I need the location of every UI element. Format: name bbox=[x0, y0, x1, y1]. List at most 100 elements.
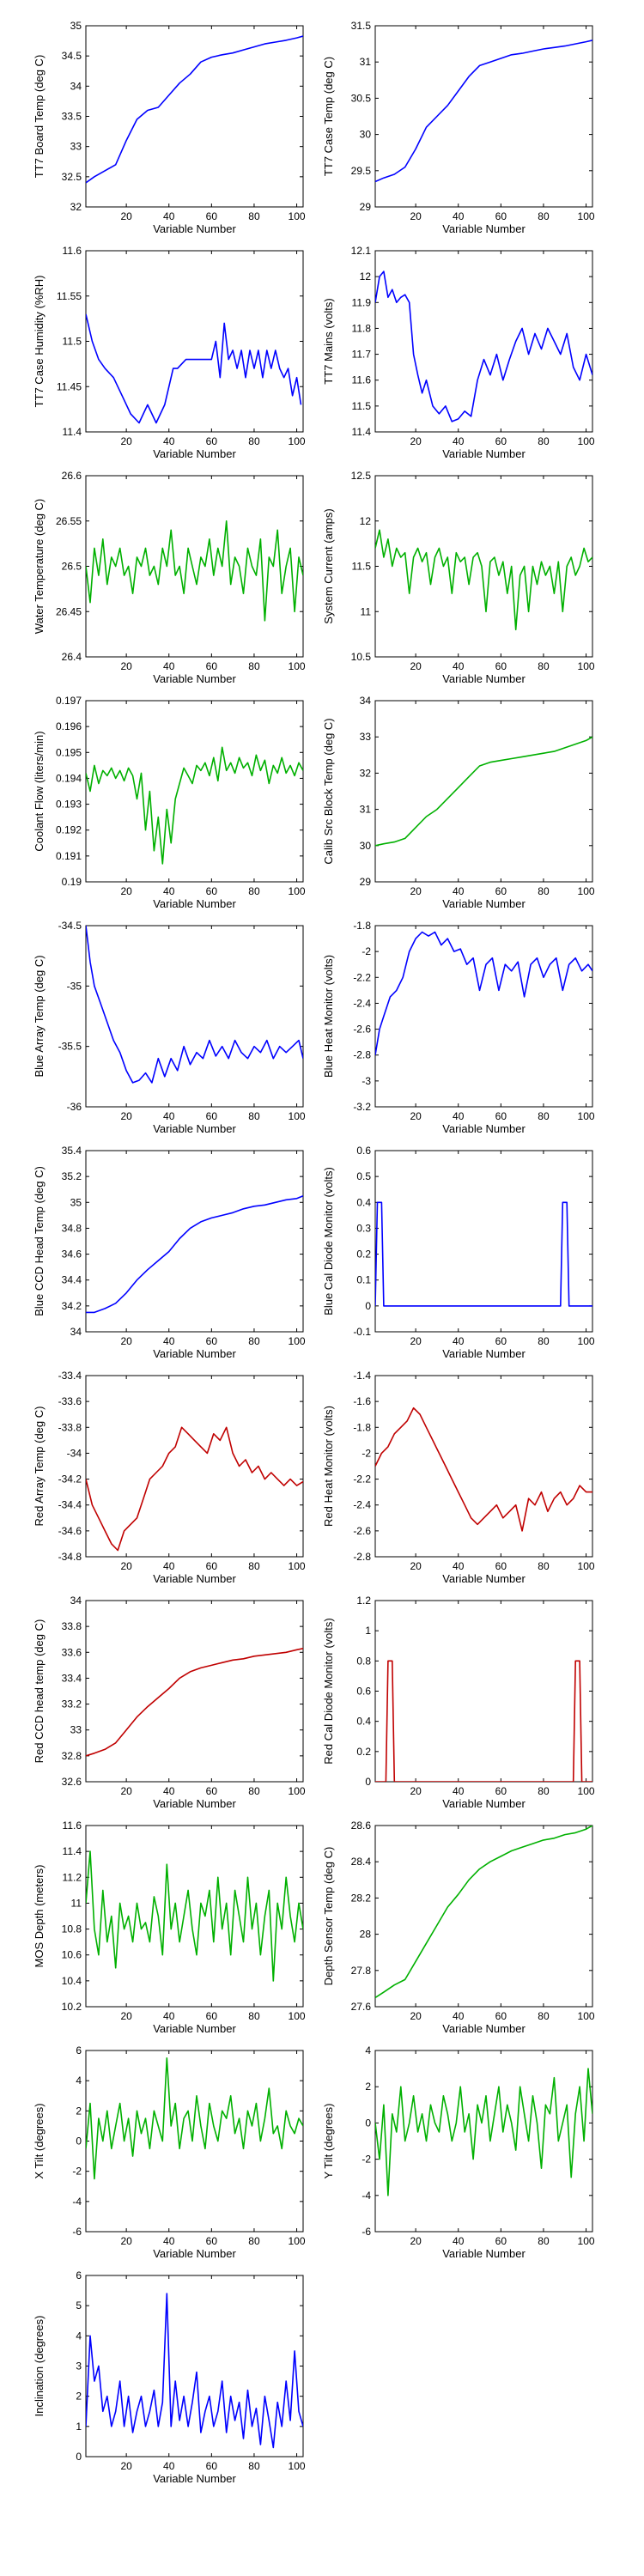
y-tick-label: 34.6 bbox=[62, 1249, 82, 1261]
y-tick-label: 5 bbox=[76, 2300, 82, 2312]
y-tick-label: 0 bbox=[365, 1776, 371, 1788]
y-tick-label: 12.1 bbox=[351, 245, 372, 257]
x-tick-label: 20 bbox=[120, 1785, 132, 1797]
y-tick-label: -6 bbox=[361, 2226, 371, 2238]
x-tick-label: 100 bbox=[289, 885, 306, 897]
series-line bbox=[86, 2057, 303, 2180]
x-tick-label: 80 bbox=[248, 1560, 260, 1572]
y-tick-label: 33 bbox=[70, 141, 82, 153]
x-tick-label: 80 bbox=[248, 1335, 260, 1347]
y-axis-label: Water Temperature (deg C) bbox=[33, 499, 46, 635]
y-tick-label: 32.8 bbox=[62, 1750, 82, 1762]
y-tick-label: 11.9 bbox=[352, 296, 372, 308]
x-tick-label: 80 bbox=[248, 660, 260, 672]
y-tick-label: 33.5 bbox=[62, 111, 82, 123]
plot-frame bbox=[85, 250, 304, 433]
y-axis-label: Calib Src Block Temp (deg C) bbox=[322, 718, 335, 864]
x-axis-label: Variable Number bbox=[442, 897, 526, 910]
y-tick-label: -2.2 bbox=[353, 1473, 371, 1485]
x-tick-label: 60 bbox=[495, 660, 507, 672]
x-tick-label: 80 bbox=[248, 435, 260, 447]
y-tick-label: 34.8 bbox=[62, 1222, 82, 1234]
y-tick-label: 0.191 bbox=[56, 850, 82, 862]
series-line bbox=[375, 529, 592, 631]
x-tick-label: 80 bbox=[538, 2010, 550, 2022]
chart-panel-12: 20 40 60 80 100 -0.1 0 0.1 0.2 0.3 0.4 0.5 0.6 Variab… bbox=[322, 1145, 595, 1360]
y-tick-label: 0.195 bbox=[56, 746, 82, 758]
x-tick-label: 100 bbox=[578, 2235, 595, 2247]
x-axis-label: Variable Number bbox=[153, 1347, 236, 1360]
y-tick-label: -2.6 bbox=[353, 1525, 371, 1537]
y-tick-label: 6 bbox=[76, 2269, 82, 2281]
y-tick-label: 32 bbox=[360, 767, 372, 779]
y-tick-label: 11.8 bbox=[352, 322, 372, 334]
y-tick-label: -2 bbox=[361, 2154, 371, 2166]
x-tick-label: 100 bbox=[289, 210, 306, 222]
chart-panel-15: 20 40 60 80 100 32.6 32.8 33 33.2 33.4 33.6 33.8 34 V… bbox=[33, 1595, 306, 1810]
chart-panel-10: 20 40 60 80 100 -3.2 -3 -2.8 -2.6 -2.4 -2.2 -2 -1.8 V… bbox=[322, 920, 595, 1135]
y-tick-label: 12.5 bbox=[351, 470, 372, 482]
x-tick-label: 40 bbox=[453, 2010, 465, 2022]
x-tick-label: 40 bbox=[453, 1785, 465, 1797]
x-tick-label: 40 bbox=[453, 1560, 465, 1572]
x-tick-label: 80 bbox=[248, 2460, 260, 2472]
chart-panel-20: 20 40 60 80 100 -6 -4 -2 0 2 4 Variable Number Y Til… bbox=[322, 2044, 595, 2260]
x-tick-label: 40 bbox=[163, 660, 175, 672]
chart-panel-9: 20 40 60 80 100 -36 -35.5 -35 -34.5 Variable Numb… bbox=[33, 920, 306, 1135]
y-axis-label: Blue Cal Diode Monitor (volts) bbox=[322, 1167, 335, 1315]
y-tick-label: -0.1 bbox=[353, 1326, 371, 1338]
y-tick-label: 31.5 bbox=[351, 20, 372, 32]
chart-panel-19: 20 40 60 80 100 -6 -4 -2 0 2 4 6 Variable Number X Ti… bbox=[33, 2044, 306, 2260]
y-tick-label: 29 bbox=[360, 876, 372, 888]
y-axis-label: Red Cal Diode Monitor (volts) bbox=[322, 1618, 335, 1765]
y-tick-label: -4 bbox=[72, 2196, 82, 2208]
y-tick-label: 11 bbox=[71, 1897, 82, 1909]
y-tick-label: 0 bbox=[76, 2136, 82, 2148]
series-line bbox=[375, 1406, 592, 1532]
x-tick-label: 40 bbox=[453, 660, 465, 672]
series-line bbox=[86, 2293, 303, 2449]
y-tick-label: -34.8 bbox=[58, 1551, 82, 1563]
y-tick-label: 0.2 bbox=[356, 1249, 371, 1261]
y-tick-label: 31 bbox=[360, 56, 372, 68]
x-tick-label: 40 bbox=[163, 210, 175, 222]
series-line bbox=[86, 1648, 303, 1757]
x-axis-label: Variable Number bbox=[153, 1572, 236, 1585]
chart-panel-13: 20 40 60 80 100 -34.8 -34.6 -34.4 -34.2 -34 -33.8 -… bbox=[33, 1370, 306, 1585]
y-tick-label: 11.2 bbox=[63, 1871, 82, 1883]
plot-frame bbox=[85, 2275, 304, 2458]
x-tick-label: 40 bbox=[163, 2460, 175, 2472]
plot-frame bbox=[374, 1600, 593, 1783]
chart-panel-18: 20 40 60 80 100 27.6 27.8 28 28.2 28.4 28.6 Variabl… bbox=[322, 1820, 595, 2035]
y-tick-label: 26.6 bbox=[62, 470, 82, 482]
x-tick-label: 100 bbox=[289, 1560, 306, 1572]
x-tick-label: 20 bbox=[410, 1335, 422, 1347]
y-axis-label: X Tilt (degrees) bbox=[33, 2103, 46, 2178]
y-tick-label: -2.8 bbox=[353, 1551, 371, 1563]
y-tick-label: 0.196 bbox=[56, 720, 82, 732]
y-tick-label: 0.192 bbox=[56, 824, 82, 836]
plot-frame bbox=[374, 700, 593, 883]
x-tick-label: 60 bbox=[495, 1110, 507, 1122]
y-tick-label: 0.4 bbox=[356, 1716, 371, 1728]
x-tick-label: 20 bbox=[410, 2235, 422, 2247]
y-tick-label: -34 bbox=[67, 1447, 82, 1459]
y-tick-label: 30 bbox=[360, 840, 372, 852]
y-tick-label: 34 bbox=[360, 695, 372, 707]
y-tick-label: 1.2 bbox=[356, 1595, 371, 1607]
x-tick-label: 40 bbox=[163, 2010, 175, 2022]
x-tick-label: 100 bbox=[578, 885, 595, 897]
x-tick-label: 20 bbox=[410, 885, 422, 897]
x-axis-label: Variable Number bbox=[442, 2022, 526, 2035]
series-line bbox=[86, 519, 303, 622]
y-tick-label: 31 bbox=[360, 804, 372, 816]
plot-frame bbox=[374, 475, 593, 658]
x-axis-label: Variable Number bbox=[153, 1797, 236, 1810]
y-axis-label: Y Tilt (degrees) bbox=[322, 2104, 335, 2179]
x-tick-label: 40 bbox=[163, 1785, 175, 1797]
chart-panel-6: 20 40 60 80 100 10.5 11 11.5 12 12.5 Variable Numb… bbox=[322, 470, 595, 685]
x-tick-label: 40 bbox=[453, 2235, 465, 2247]
x-tick-label: 60 bbox=[206, 435, 218, 447]
y-tick-label: -2.4 bbox=[353, 997, 371, 1009]
